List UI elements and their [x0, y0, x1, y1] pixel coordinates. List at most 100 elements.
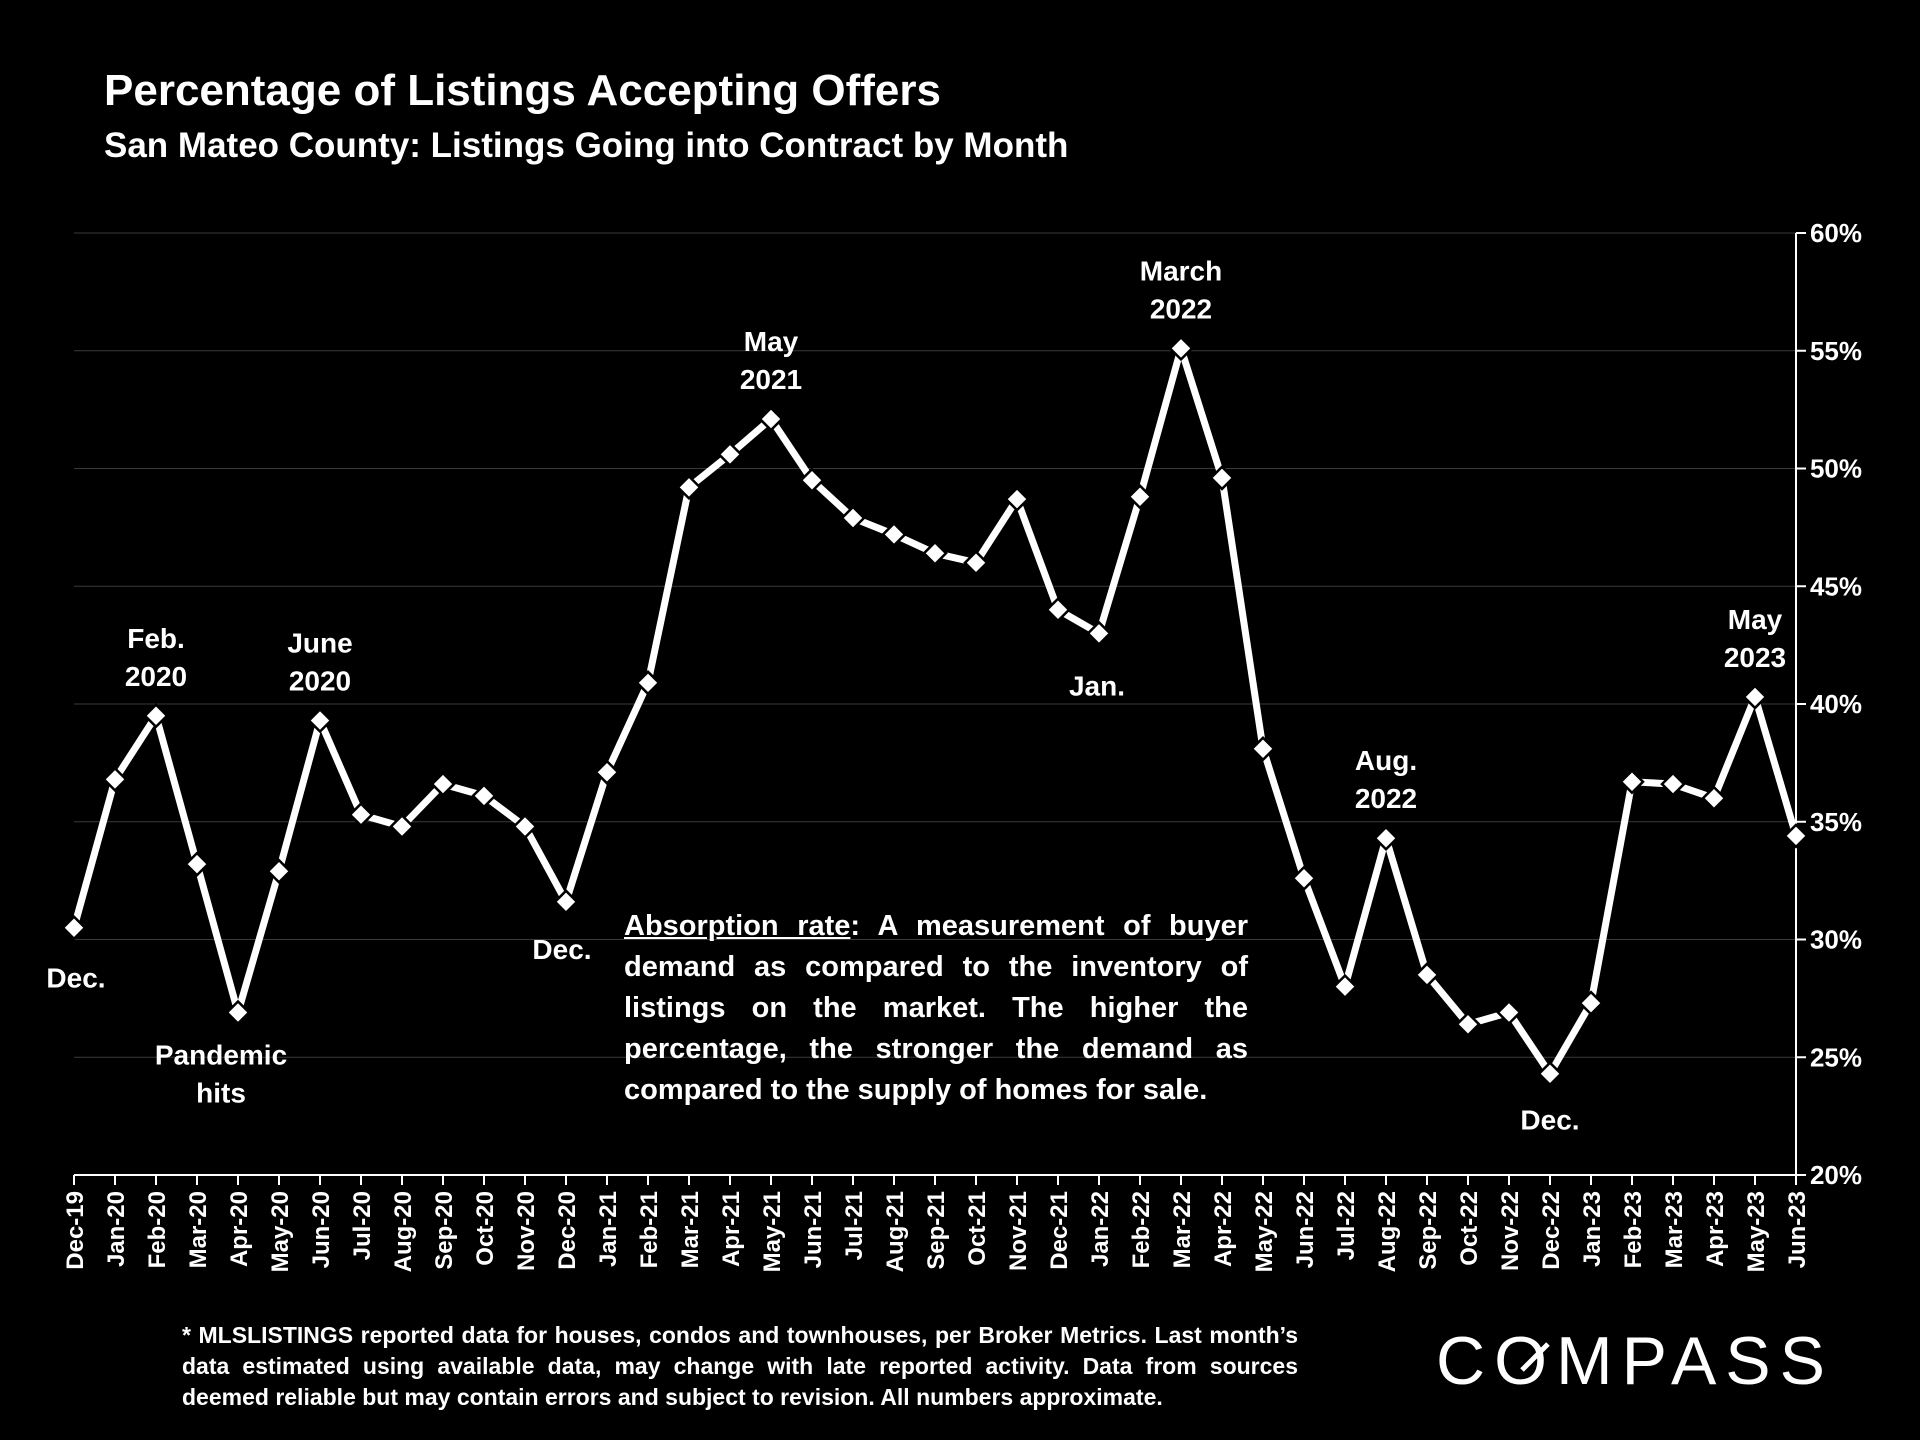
- data-point: [307, 707, 333, 734]
- point-annotation: May 2021: [740, 326, 802, 395]
- x-tick-label: Nov-22: [1497, 1191, 1524, 1271]
- data-point: [512, 813, 538, 840]
- annotation-line: Dec.: [1520, 1105, 1579, 1136]
- x-tick-label: Aug-22: [1374, 1191, 1401, 1272]
- annotation-line: 2023: [1724, 642, 1786, 673]
- y-tick-label: 40%: [1810, 689, 1862, 719]
- annotation-line: May: [1728, 604, 1783, 635]
- annotation-line: Dec.: [46, 963, 105, 994]
- data-point: [1045, 597, 1071, 623]
- data-point: [1086, 620, 1112, 647]
- x-tick-label: Dec-20: [554, 1191, 581, 1270]
- point-annotation: May 2023: [1724, 604, 1786, 673]
- x-tick-label: Apr-23: [1702, 1191, 1729, 1267]
- x-tick-label: Feb-21: [636, 1191, 663, 1268]
- annotation-line: June: [287, 627, 352, 658]
- point-annotation: Pandemic hits: [155, 1040, 287, 1109]
- x-tick-label: Nov-20: [513, 1191, 540, 1271]
- x-tick-label: Feb-22: [1128, 1191, 1155, 1268]
- data-point: [1619, 768, 1645, 795]
- data-point: [1373, 825, 1399, 852]
- x-tick-label: Jan-22: [1087, 1191, 1114, 1267]
- point-annotation: Feb. 2020: [125, 623, 187, 692]
- x-tick-label: Mar-22: [1169, 1191, 1196, 1268]
- data-point: [1660, 771, 1686, 797]
- y-tick-label: 25%: [1810, 1042, 1862, 1072]
- data-point: [676, 474, 702, 501]
- data-point: [1291, 865, 1317, 892]
- logo-text: COMPASS: [1436, 1323, 1834, 1398]
- x-tick-label: Jul-22: [1333, 1191, 1360, 1260]
- x-tick-label: Mar-20: [185, 1191, 212, 1268]
- x-tick-label: Jun-20: [308, 1191, 335, 1268]
- x-tick-label: Oct-21: [964, 1191, 991, 1266]
- point-annotation: Dec.: [46, 963, 105, 994]
- annotation-line: 2021: [740, 364, 802, 395]
- annotation-line: 2020: [125, 661, 187, 692]
- data-point: [553, 889, 579, 915]
- footnote: * MLSLISTINGS reported data for houses, …: [182, 1322, 1298, 1410]
- definition-term: Absorption rate: [624, 910, 851, 942]
- x-tick-label: Dec-19: [62, 1191, 89, 1270]
- x-tick-label: Feb-23: [1620, 1191, 1647, 1268]
- annotation-line: March: [1140, 255, 1222, 286]
- data-point: [1455, 1011, 1481, 1038]
- compass-logo: COMPASS: [1436, 1323, 1834, 1398]
- x-tick-label: Oct-20: [472, 1191, 499, 1266]
- y-tick-label: 45%: [1810, 571, 1862, 601]
- data-point: [881, 521, 907, 548]
- data-point: [1168, 335, 1194, 362]
- data-point: [1250, 735, 1276, 762]
- data-point: [348, 801, 374, 828]
- x-tick-label: Mar-23: [1661, 1191, 1688, 1268]
- y-tick-label: 60%: [1810, 218, 1862, 248]
- x-tick-label: Jul-20: [349, 1191, 376, 1260]
- annotation-line: Aug.: [1355, 745, 1417, 776]
- x-tick-label: Dec-22: [1538, 1191, 1565, 1270]
- data-point: [61, 914, 87, 941]
- y-tick-label: 50%: [1810, 454, 1862, 484]
- annotation-line: Jan.: [1069, 670, 1125, 701]
- x-tick-label: Oct-22: [1456, 1191, 1483, 1266]
- data-point: [1414, 962, 1440, 988]
- x-tick-label: Sep-20: [431, 1191, 458, 1270]
- data-point: [1004, 486, 1030, 512]
- data-point: [1783, 823, 1809, 849]
- point-annotation: June 2020: [287, 627, 352, 696]
- x-tick-label: Jun-22: [1292, 1191, 1319, 1268]
- data-point: [922, 540, 948, 567]
- chart-subtitle: San Mateo County: Listings Going into Co…: [104, 126, 1069, 165]
- annotation-line: Feb.: [127, 623, 185, 654]
- x-tick-label: Aug-20: [390, 1191, 417, 1272]
- data-point: [799, 467, 825, 494]
- data-point: [184, 851, 210, 877]
- x-tick-label: Jan-21: [595, 1191, 622, 1267]
- data-point: [266, 858, 292, 884]
- annotation-line: May: [744, 326, 799, 357]
- data-point: [471, 783, 497, 809]
- y-tick-label: 35%: [1810, 807, 1862, 837]
- x-tick-label: May-22: [1251, 1191, 1278, 1272]
- data-point: [717, 441, 743, 468]
- annotation-line: Dec.: [532, 934, 591, 965]
- data-point: [1742, 684, 1768, 710]
- x-tick-label: Mar-21: [677, 1191, 704, 1268]
- data-point: [1537, 1060, 1563, 1087]
- chart-title: Percentage of Listings Accepting Offers: [104, 66, 941, 115]
- x-tick-label: Apr-21: [718, 1191, 745, 1267]
- x-tick-label: Apr-20: [226, 1191, 253, 1267]
- x-tick-label: Jun-23: [1784, 1191, 1811, 1268]
- annotation-line: 2020: [289, 665, 351, 696]
- x-tick-label: Jun-21: [800, 1191, 827, 1268]
- point-annotation: Dec.: [532, 934, 591, 965]
- data-point: [1496, 999, 1522, 1026]
- logo-slash: [1520, 1342, 1550, 1372]
- data-point: [963, 549, 989, 576]
- annotation-line: 2022: [1355, 783, 1417, 814]
- data-point: [635, 670, 661, 696]
- data-point: [430, 771, 456, 797]
- point-annotation: Aug. 2022: [1355, 745, 1417, 814]
- data-point: [1578, 990, 1604, 1016]
- data-point: [1127, 483, 1153, 510]
- x-tick-label: Dec-21: [1046, 1191, 1073, 1270]
